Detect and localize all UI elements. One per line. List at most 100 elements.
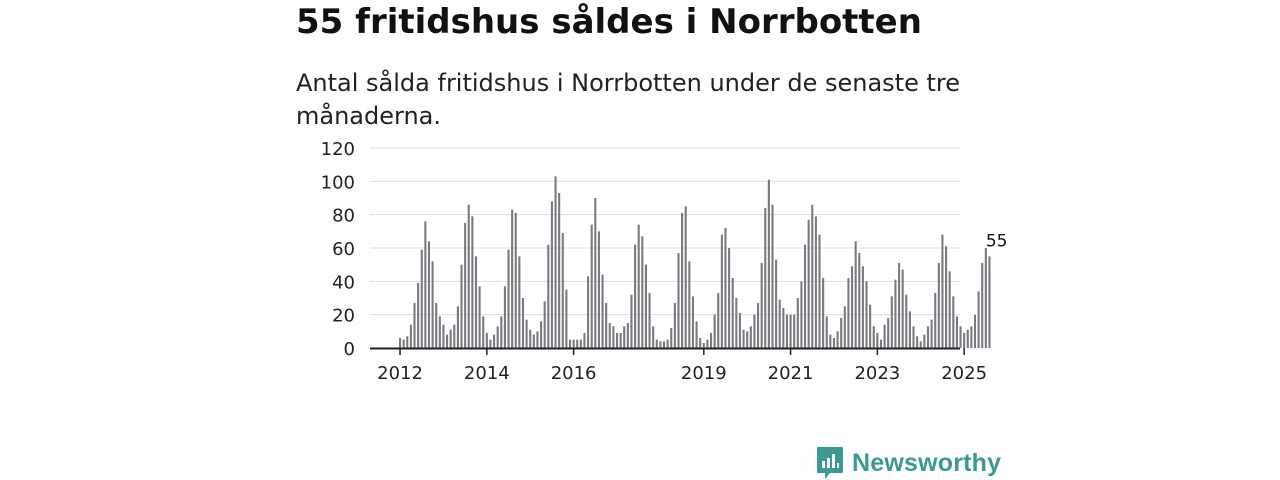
bar: [785, 314, 789, 348]
chart-subtitle: Antal sålda fritidshus i Norrbotten unde…: [296, 69, 960, 130]
bar: [666, 339, 669, 348]
y-tick-label: 120: [321, 139, 355, 160]
y-tick-label: 80: [332, 206, 355, 227]
bar: [525, 319, 528, 348]
bar: [977, 291, 980, 348]
bar: [417, 283, 420, 348]
bar: [981, 263, 984, 348]
bar: [807, 219, 810, 348]
bar: [959, 326, 962, 348]
bar: [883, 324, 886, 348]
bar: [507, 249, 510, 348]
bar: [496, 326, 499, 348]
bar: [543, 301, 546, 348]
y-axis: 0 20 40 60 80 100 120: [321, 139, 355, 360]
y-tick-label: 60: [332, 239, 355, 260]
bar: [746, 331, 749, 348]
bar: [832, 338, 836, 348]
bar: [641, 236, 644, 348]
x-tick-label: 2021: [768, 363, 814, 384]
x-tick-label: 2025: [941, 363, 987, 384]
bar: [511, 209, 514, 348]
bar: [753, 314, 756, 348]
bar: [594, 198, 597, 348]
bar: [713, 314, 716, 348]
bar: [695, 321, 698, 348]
bar: [970, 326, 973, 348]
bar: [782, 308, 785, 348]
bar: [659, 341, 662, 348]
bar: [540, 321, 543, 348]
bar: [706, 339, 709, 348]
bar: [619, 333, 622, 348]
bar: [449, 329, 452, 348]
bar: [800, 281, 803, 348]
bar: [717, 293, 720, 348]
bar: [865, 281, 868, 348]
bar: [608, 323, 611, 348]
bar: [894, 279, 897, 348]
bar: [652, 326, 655, 348]
bar: [735, 298, 738, 348]
bar: [756, 303, 760, 348]
bar: [590, 224, 593, 348]
bar: [937, 263, 940, 348]
bar: [561, 233, 564, 348]
x-tick-label: 2012: [377, 363, 423, 384]
gridlines: [370, 147, 960, 316]
bar: [963, 333, 966, 348]
y-tick-label: 100: [321, 172, 355, 193]
bar: [691, 296, 694, 348]
bar: [583, 333, 586, 348]
x-axis: 2012 2014 2016 2019 2021 2023 2025: [370, 347, 987, 384]
bar: [923, 334, 926, 348]
bar: [681, 213, 684, 348]
bar: [803, 244, 807, 348]
bar: [467, 204, 470, 348]
bar: [934, 293, 937, 348]
bar: [399, 338, 402, 348]
y-tick-label: 20: [332, 306, 355, 327]
bar: [521, 298, 525, 348]
bar: [655, 339, 658, 348]
bar: [930, 319, 933, 348]
bar: [720, 234, 723, 348]
bar: [532, 334, 535, 348]
bar: [948, 271, 951, 348]
bar: [420, 249, 423, 348]
bar: [887, 318, 890, 348]
bar: [597, 231, 600, 348]
bar: [728, 248, 731, 348]
bar: [503, 286, 506, 348]
bar: [840, 318, 843, 348]
bar: [670, 328, 673, 348]
bar: [890, 296, 893, 348]
bar: [456, 306, 459, 348]
bar: [550, 201, 553, 348]
bar: [514, 213, 517, 348]
bar: [485, 333, 488, 348]
bar: [760, 263, 763, 348]
bar: [648, 293, 651, 348]
bar: [427, 241, 431, 348]
bar: [464, 223, 467, 348]
bar: [673, 303, 676, 348]
bar: [587, 276, 590, 348]
x-tick-label: 2014: [464, 363, 510, 384]
bar: [966, 329, 969, 348]
bar: [872, 326, 875, 348]
bar: [500, 316, 503, 348]
newsworthy-logo: Newsworthy: [816, 446, 1001, 480]
bar: [478, 286, 481, 348]
bar: [876, 333, 879, 348]
bar: [984, 248, 987, 348]
bar: [637, 224, 640, 348]
bar: [814, 216, 817, 348]
bar: [688, 261, 691, 348]
bar: [435, 303, 438, 348]
brand-name: Newsworthy: [852, 448, 1002, 477]
bar: [601, 274, 604, 348]
bar: [554, 176, 557, 348]
bars: [399, 176, 991, 348]
